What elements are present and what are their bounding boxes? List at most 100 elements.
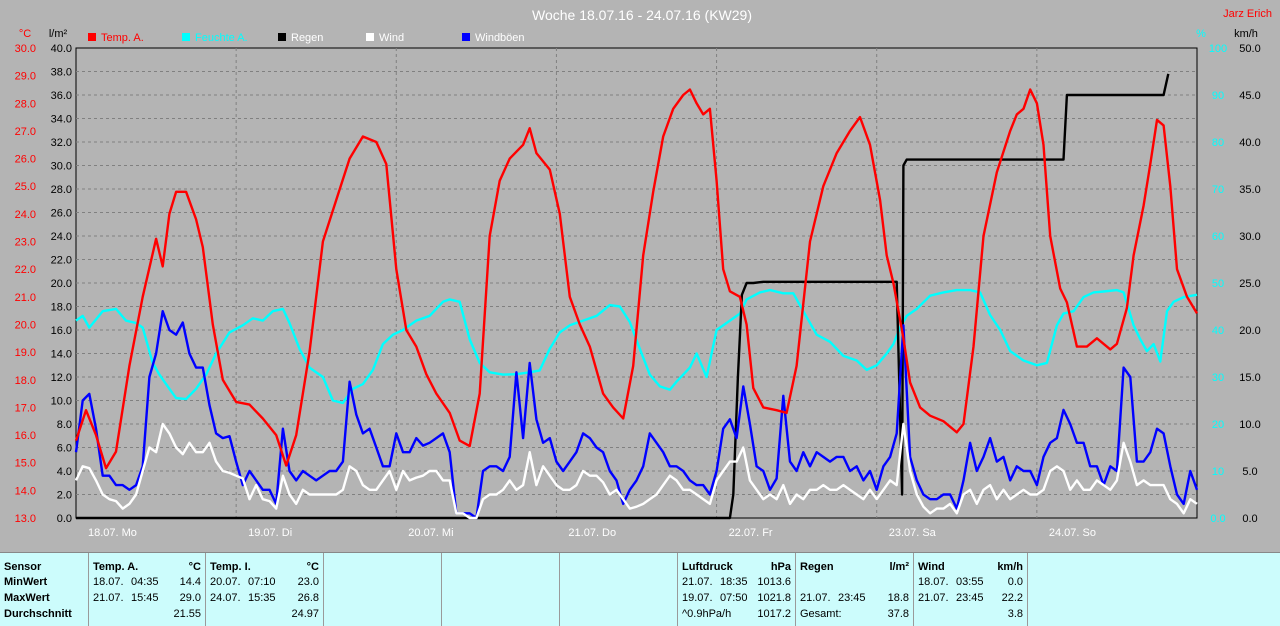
temp-tick-label: 25.0 [15,181,36,193]
wind-min-time: 03:55 [956,576,984,588]
rain-tick-label: 26.0 [51,208,72,220]
statistics-panel: Sensor MinWert MaxWert Durchschnitt Temp… [0,552,1280,626]
legend-swatch [278,33,286,41]
temp-tick-label: 29.0 [15,71,36,83]
wind-header: Wind [918,561,945,573]
series-line-temp [74,88,1199,470]
humidity-tick-label: 10 [1212,466,1224,478]
temp-a-max: 29.0 [179,592,201,604]
wind-tick-label: 10.0 [1239,419,1260,431]
wind-tick-label: 45.0 [1239,90,1260,102]
pressure-min-date: 21.07. [682,576,713,588]
rain-max-time: 23:45 [838,592,866,604]
rain-max: 18.8 [887,592,909,604]
stats-min-label: MinWert [4,576,48,588]
humidity-tick-label: 60 [1212,231,1224,243]
stats-rain-column: Regen l/m² 21.07. 23:45 18.8 Gesamt: 37.8 [796,553,914,626]
wind-tick-label: 30.0 [1239,231,1260,243]
wind-tick-label: 15.0 [1239,372,1260,384]
pressure-max: 1021.8 [757,592,791,604]
temp-tick-label: 20.0 [15,319,36,331]
stats-pressure-column: Luftdruck hPa 21.07. 18:35 1013.6 19.07. 07:… [678,553,796,626]
humidity-tick-label: 70 [1212,184,1224,196]
grid-lines [76,48,1197,518]
wind-tick-label: 40.0 [1239,137,1260,149]
humidity-tick-label: 90 [1212,90,1224,102]
temp-tick-label: 19.0 [15,347,36,359]
temp-tick-label: 26.0 [15,154,36,166]
chart-legend: Temp. A. Feuchte A. Regen Wind Windböen [88,32,525,44]
series-group [74,73,1199,520]
rain-tick-label: 32.0 [51,137,72,149]
wind-avg: 3.8 [1007,608,1023,620]
legend-swatch [366,33,374,41]
temp-a-header: Temp. A. [93,561,139,573]
temp-i-max-date: 24.07. [210,592,241,604]
stats-temp-a-column: Temp. A. °C 18.07. 04:35 14.4 21.07. 15:45 29… [89,553,206,626]
wind-max: 22.2 [1001,592,1023,604]
wind-max-time: 23:45 [956,592,984,604]
rain-tick-label: 0.0 [57,513,72,525]
temp-i-header: Temp. I. [210,561,251,573]
temp-a-max-time: 15:45 [131,592,159,604]
temp-i-min-date: 20.07. [210,576,241,588]
legend-label: Regen [291,32,323,44]
wind-tick-label: 0.0 [1242,513,1257,525]
humidity-tick-label: 30 [1212,372,1224,384]
series-line-rain [76,73,1170,520]
temp-a-unit: °C [188,561,201,573]
humidity-tick-label: 80 [1212,137,1224,149]
stats-empty-2 [442,553,560,626]
humidity-tick-label: 20 [1212,419,1224,431]
wind-tick-label: 35.0 [1239,184,1260,196]
temp-a-min-time: 04:35 [131,576,159,588]
pressure-min-time: 18:35 [720,576,748,588]
x-tick-label: 21.07. Do [568,527,616,539]
temp-tick-label: 13.0 [15,513,36,525]
rain-total: 37.8 [887,608,909,620]
x-tick-label: 24.07. So [1049,527,1096,539]
rain-unit: l/m² [889,561,909,573]
rain-tick-label: 34.0 [51,114,72,126]
temp-i-unit: °C [306,561,319,573]
rain-tick-label: 22.0 [51,255,72,267]
rain-tick-label: 10.0 [51,396,72,408]
wind-tick-label: 50.0 [1239,43,1260,55]
rain-unit-label: l/m² [49,28,68,40]
temp-unit-label: °C [19,28,31,40]
rain-header: Regen [800,561,834,573]
stats-sensor-header: Sensor [4,561,42,573]
series-line-wind [74,422,1198,520]
temp-i-avg: 24.97 [291,608,319,620]
temp-tick-label: 16.0 [15,430,36,442]
temp-a-max-date: 21.07. [93,592,124,604]
humidity-unit-label: % [1196,28,1206,40]
stats-max-label: MaxWert [4,592,50,604]
stats-empty-3 [560,553,678,626]
temp-tick-label: 22.0 [15,264,36,276]
rain-tick-label: 2.0 [57,490,72,502]
rain-tick-label: 18.0 [51,302,72,314]
wind-min: 0.0 [1007,576,1023,588]
rain-tick-label: 12.0 [51,372,72,384]
temp-a-min-date: 18.07. [93,576,124,588]
stats-avg-label: Durchschnitt [4,608,72,620]
rain-tick-label: 14.0 [51,349,72,361]
pressure-min: 1013.6 [757,576,791,588]
stats-empty-1 [324,553,442,626]
legend-swatch [88,33,96,41]
rain-tick-label: 28.0 [51,184,72,196]
pressure-header: Luftdruck [682,561,733,573]
temp-tick-label: 15.0 [15,458,36,470]
temp-tick-label: 18.0 [15,375,36,387]
temp-i-min: 23.0 [297,576,319,588]
wind-tick-label: 20.0 [1239,325,1260,337]
legend-swatch [182,33,190,41]
author-label: Jarz Erich [1223,8,1272,20]
rain-tick-label: 30.0 [51,161,72,173]
rain-tick-label: 40.0 [51,43,72,55]
wind-unit-label: km/h [1234,28,1258,40]
temp-a-avg: 21.55 [173,608,201,620]
humidity-tick-label: 40 [1212,325,1224,337]
rain-max-date: 21.07. [800,592,831,604]
